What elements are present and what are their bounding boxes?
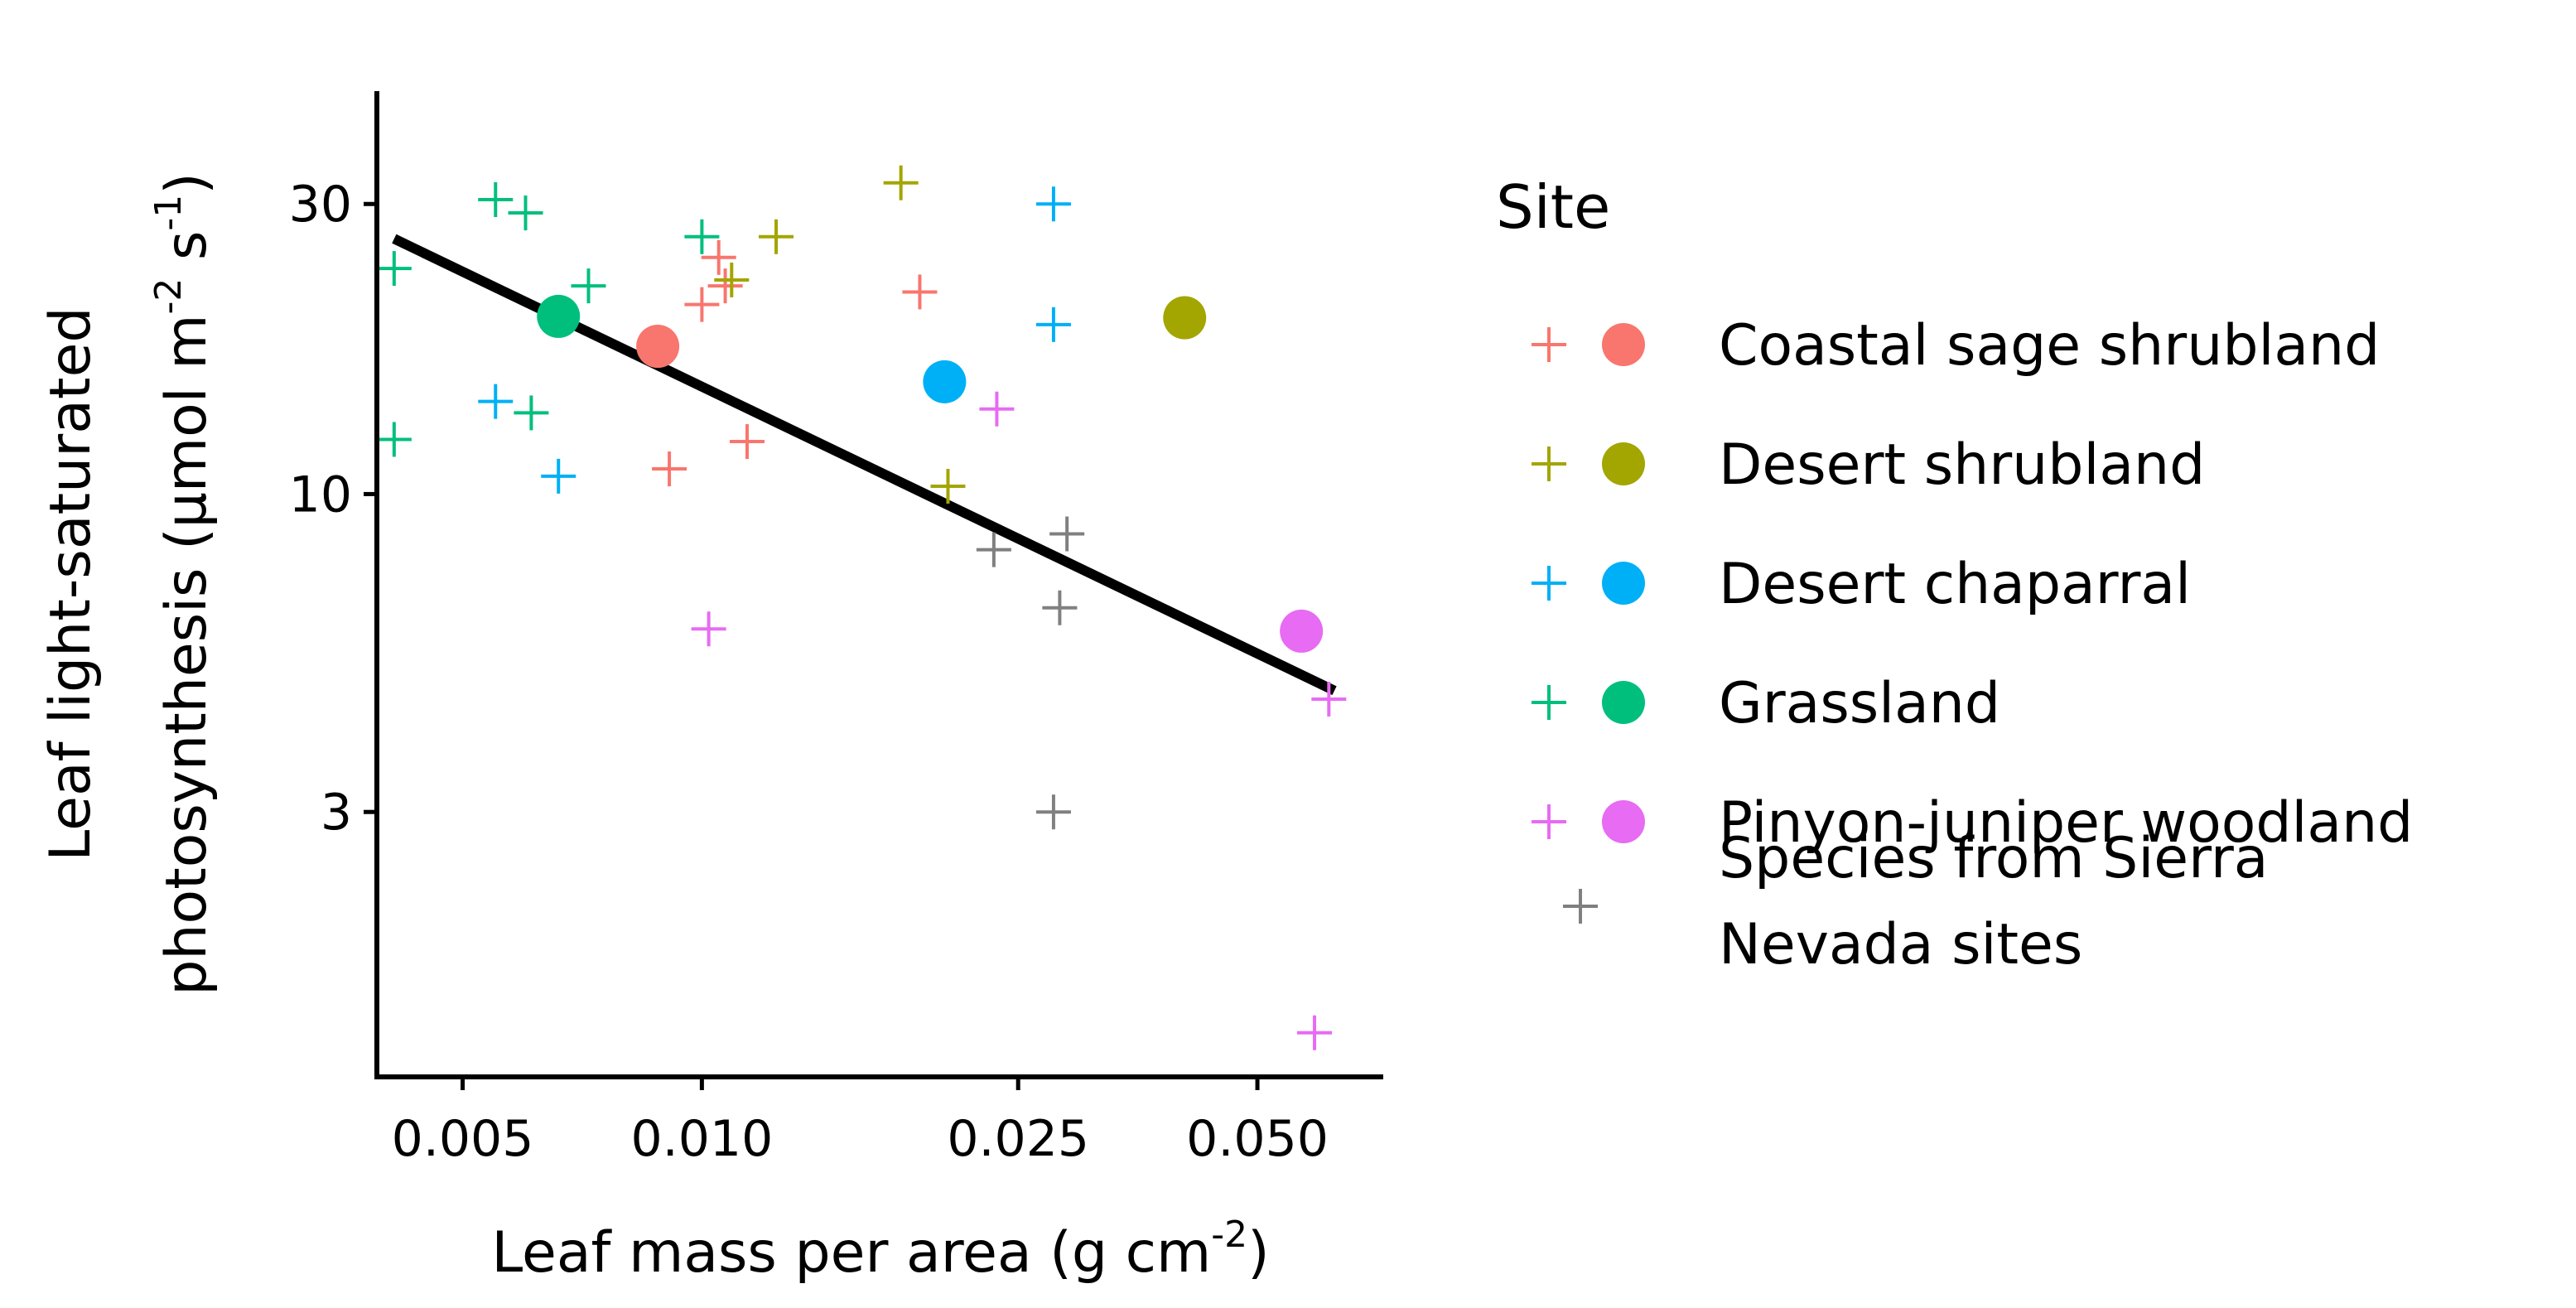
mean-point-s2	[923, 360, 967, 403]
axes	[374, 91, 1383, 1079]
data-point-s0-5	[729, 424, 765, 460]
data-point-s4-2	[1311, 681, 1347, 717]
data-point-s3-3	[376, 251, 412, 287]
data-point-s3-0	[478, 181, 514, 217]
legend-label-1: Desert shrubland	[1719, 432, 2205, 498]
x-tick-label-3: 0.050	[1186, 1110, 1329, 1168]
legend-key-cross-3	[1532, 685, 1566, 720]
legend-key-dot-4	[1602, 800, 1645, 843]
legend-label-2: Desert chaparral	[1719, 552, 2191, 617]
data-point-s1-3	[930, 469, 966, 504]
y-tick-label-1: 10	[289, 466, 352, 524]
data-point-s5-3	[1035, 794, 1071, 830]
data-point-s3-5	[376, 422, 412, 457]
data-point-s3-4	[571, 268, 606, 304]
data-point-s4-3	[1297, 1015, 1333, 1050]
legend-key-dot-2	[1602, 562, 1645, 605]
data-point-s5-2	[1042, 590, 1078, 625]
data-point-s1-1	[759, 219, 794, 254]
y-tick-label-0: 3	[321, 784, 352, 842]
x-tick-label-2: 0.025	[947, 1110, 1089, 1168]
data-point-s2-1	[1035, 306, 1071, 342]
y-axis-title-line1: Leaf light-saturated	[38, 306, 104, 861]
data-point-s3-2	[684, 219, 720, 254]
data-point-s3-6	[514, 395, 549, 431]
data-point-s0-3	[902, 274, 938, 310]
x-tick-label-0: 0.005	[392, 1110, 534, 1168]
data-point-s2-2	[478, 384, 514, 419]
ticks: 0.005 0.010 0.025 0.050 3 10 30	[289, 176, 1329, 1168]
data-point-s4-1	[691, 611, 726, 647]
data-point-s2-0	[1035, 186, 1071, 222]
y-tick-label-2: 30	[289, 176, 352, 234]
legend-key-dot-0	[1602, 323, 1645, 366]
data-point-s0-2	[707, 268, 743, 304]
data-point-s4-0	[979, 391, 1015, 427]
data-point-s5-0	[976, 532, 1011, 567]
y-axis-title-line2: photosynthesis (μmol m-2 s-1)	[147, 172, 219, 996]
plot-marks	[376, 165, 1347, 1050]
x-axis-title: Leaf mass per area (g cm-2)	[491, 1214, 1269, 1286]
mean-point-s0	[636, 325, 680, 369]
data-point-s2-3	[541, 458, 576, 494]
legend-label-3: Grassland	[1719, 671, 2000, 736]
data-point-s3-1	[508, 195, 543, 231]
legend-key-cross-4	[1532, 804, 1566, 839]
legend: Site Coastal sage shrubland Desert shrubl…	[1496, 172, 2413, 977]
data-point-s0-4	[652, 451, 687, 487]
legend-key-dot-1	[1602, 442, 1645, 485]
y-axis-title: Leaf light-saturated photosynthesis (μmo…	[38, 172, 219, 996]
legend-key-cross-1	[1532, 446, 1566, 481]
data-point-s0-0	[701, 239, 736, 275]
x-tick-label-1: 0.010	[630, 1110, 773, 1168]
legend-title: Site	[1496, 172, 1610, 242]
data-point-s1-0	[883, 165, 919, 200]
legend-label-4: Pinyon-juniper woodland	[1719, 790, 2413, 856]
data-point-s0-1	[684, 287, 720, 322]
mean-point-s4	[1280, 609, 1324, 653]
legend-key-cross-5	[1563, 889, 1598, 924]
legend-key-cross-0	[1532, 327, 1566, 362]
mean-point-s3	[537, 294, 581, 338]
data-point-s5-1	[1049, 516, 1085, 552]
legend-label-5-line1: Species from Sierra	[1719, 826, 2268, 891]
legend-key-dot-3	[1602, 681, 1645, 724]
legend-key-cross-2	[1532, 566, 1566, 601]
legend-label-0: Coastal sage shrubland	[1719, 313, 2380, 379]
legend-label-5-line2: Nevada sites	[1719, 912, 2082, 977]
data-point-s1-2	[714, 262, 750, 297]
mean-point-s1	[1163, 296, 1207, 340]
